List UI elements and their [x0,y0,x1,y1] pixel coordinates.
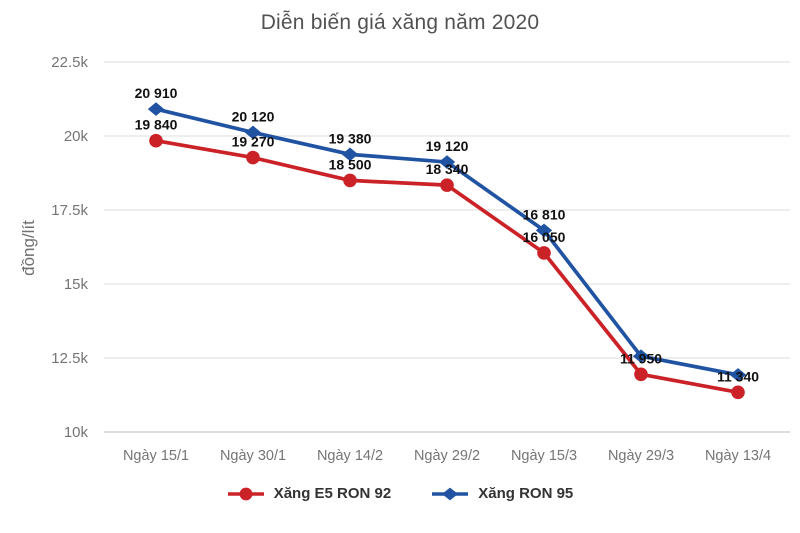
plot-area: 10k 12.5k 15k 17.5k 20k 22.5k Ngày 15/1 Ngày 30… [51,54,790,464]
data-point-label: 20 910 [135,85,178,101]
data-point-label: 19 270 [232,134,275,150]
x-axis-label: Ngày 29/2 [414,448,480,464]
y-tick-label: 17.5k [51,202,88,219]
data-point-marker [341,147,359,162]
data-point-marker [537,246,551,260]
data-point-marker [729,368,747,382]
data-point-label: 18 340 [426,161,469,177]
data-point-marker [149,133,163,148]
data-point-label: 19 840 [135,117,178,133]
legend-item-xang-ron-95: Xăng RON 95 [431,485,573,502]
x-axis-label: Ngày 29/3 [608,448,674,464]
data-point-label: 16 810 [523,206,566,222]
data-point-label: 16 050 [523,229,566,245]
y-tick-label: 20k [64,128,89,145]
data-point-label: 20 120 [232,108,275,124]
data-point-marker [634,367,648,382]
y-tick-label: 22.5k [51,54,88,71]
legend-label-ron-95: Xăng RON 95 [478,485,574,502]
data-point-label: 19 120 [426,138,469,154]
y-tick-label: 12.5k [51,350,88,367]
data-point-marker [632,349,650,364]
data-point-marker [147,102,165,116]
x-axis-label: Ngày 15/3 [511,448,577,464]
data-point-label: 18 500 [329,156,372,172]
chart-title: Diễn biến giá xăng năm 2020 [260,11,540,34]
legend-item-xang-e5-ron-92: Xăng E5 RON 92 [227,485,392,502]
data-point-marker [440,178,454,192]
y-tick-label: 10k [64,424,89,441]
x-axis-label: Ngày 15/1 [123,448,189,464]
diamond-marker-icon [432,487,469,500]
data-point-label: 11 340 [717,368,759,384]
data-point-marker [343,173,357,188]
data-point-marker [246,150,260,165]
legend: Xăng E5 RON 92 Xăng RON 95 [0,485,800,502]
circle-marker-icon [227,487,264,500]
data-point-marker [535,223,553,238]
data-point-marker [244,125,262,140]
y-tick-label: 15k [64,276,89,293]
data-point-label: 19 380 [329,130,372,146]
x-axis-label: Ngày 30/1 [220,448,286,464]
data-point-marker [731,385,745,400]
x-axis-label: Ngày 13/4 [705,448,771,464]
data-point-label: 11 950 [620,350,662,366]
x-axis-label: Ngày 14/2 [317,448,383,464]
data-point-marker [438,155,456,169]
legend-label-e5-ron-92: Xăng E5 RON 92 [273,485,392,502]
